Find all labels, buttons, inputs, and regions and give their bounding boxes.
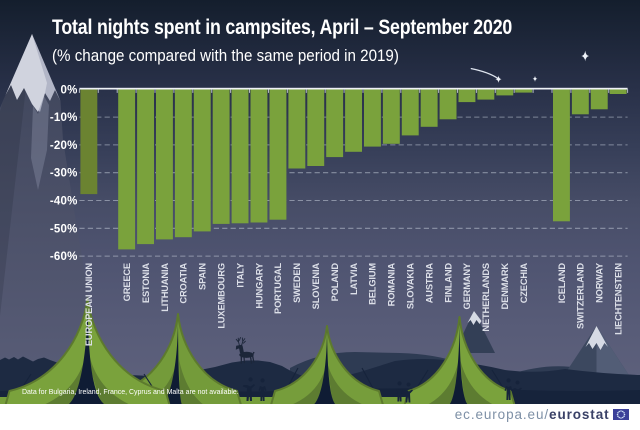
svg-text:SLOVAKIA: SLOVAKIA: [406, 263, 416, 310]
svg-text:ITALY: ITALY: [235, 262, 245, 288]
svg-text:-20%: -20%: [50, 140, 78, 152]
svg-text:0%: 0%: [60, 84, 77, 96]
svg-text:POLAND: POLAND: [330, 263, 340, 302]
svg-text:LIECHTENSTEIN: LIECHTENSTEIN: [614, 263, 624, 335]
svg-text:FINLAND: FINLAND: [443, 263, 453, 303]
svg-text:SWITZERLAND: SWITZERLAND: [576, 263, 586, 329]
svg-text:GERMANY: GERMANY: [462, 262, 472, 309]
svg-text:SWEDEN: SWEDEN: [292, 263, 302, 303]
svg-text:AUSTRIA: AUSTRIA: [424, 263, 434, 304]
svg-text:-30%: -30%: [50, 168, 78, 180]
svg-text:-60%: -60%: [50, 251, 78, 263]
svg-text:EUROPEAN UNION: EUROPEAN UNION: [84, 263, 94, 347]
svg-text:LUXEMBOURG: LUXEMBOURG: [217, 263, 227, 329]
svg-text:DENMARK: DENMARK: [500, 263, 510, 310]
svg-text:-40%: -40%: [50, 196, 78, 208]
svg-text:NORWAY: NORWAY: [595, 262, 605, 303]
svg-text:-10%: -10%: [50, 112, 78, 124]
svg-text:NETHERLANDS: NETHERLANDS: [481, 263, 491, 332]
svg-text:CROATIA: CROATIA: [179, 263, 189, 304]
svg-text:SLOVENIA: SLOVENIA: [311, 263, 321, 310]
svg-text:LITHUANIA: LITHUANIA: [160, 263, 170, 312]
svg-text:PORTUGAL: PORTUGAL: [273, 263, 283, 314]
svg-text:ICELAND: ICELAND: [557, 263, 567, 304]
svg-text:BELGIUM: BELGIUM: [368, 263, 378, 305]
svg-text:GREECE: GREECE: [122, 263, 132, 301]
svg-text:SPAIN: SPAIN: [198, 263, 208, 290]
svg-text:ESTONIA: ESTONIA: [141, 263, 151, 304]
svg-text:LATVIA: LATVIA: [349, 263, 359, 295]
svg-text:-50%: -50%: [50, 223, 78, 235]
svg-text:ROMANIA: ROMANIA: [387, 263, 397, 307]
svg-text:CZECHIA: CZECHIA: [519, 263, 529, 304]
svg-text:HUNGARY: HUNGARY: [254, 262, 264, 309]
